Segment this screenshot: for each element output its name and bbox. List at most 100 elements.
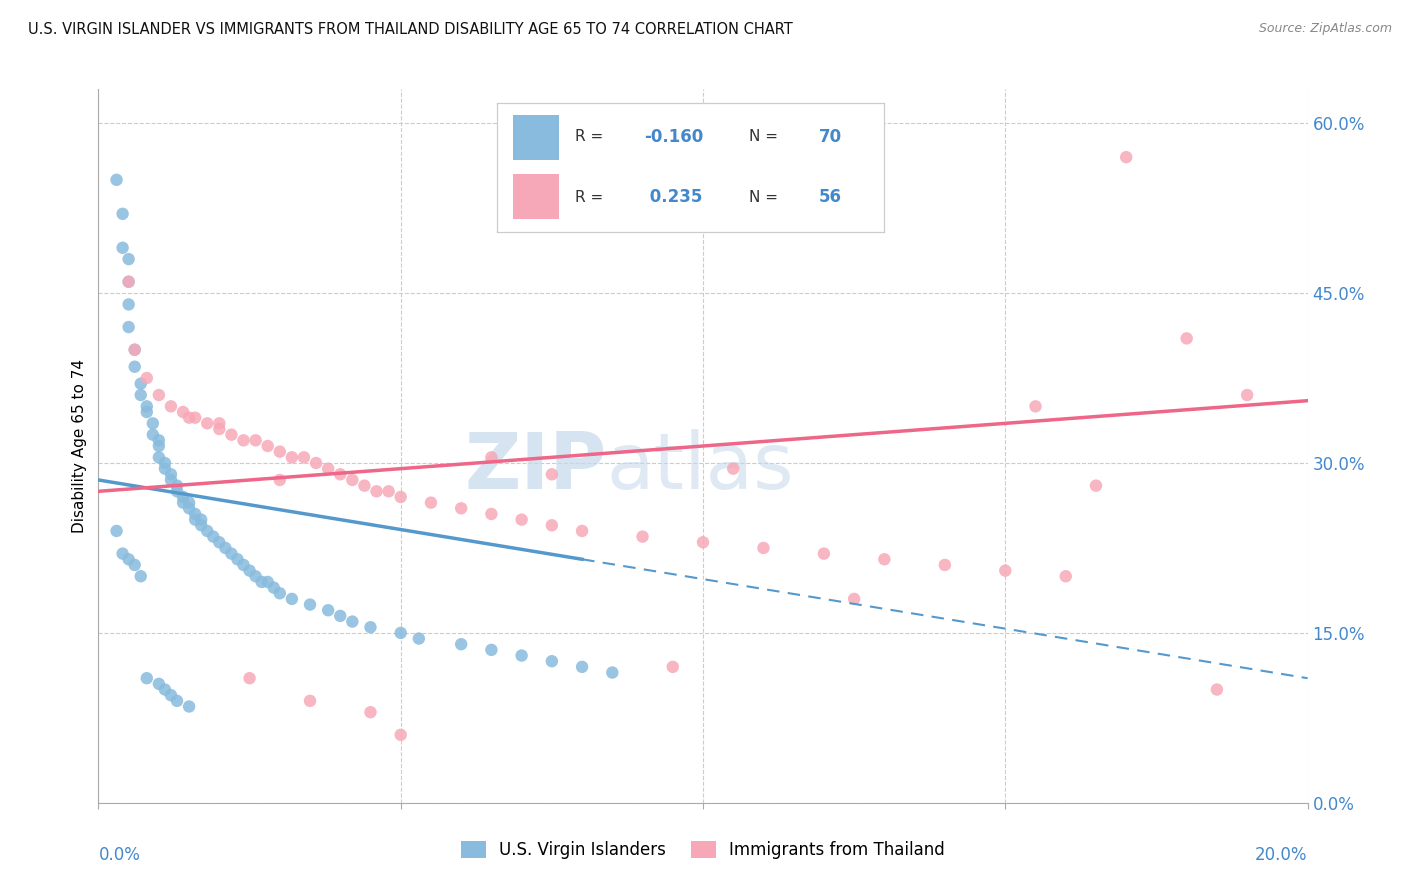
Point [190, 513, 212, 527]
Point [994, 564, 1017, 578]
Point [129, 388, 152, 402]
Point [111, 547, 134, 561]
Point [1206, 682, 1229, 697]
Point [153, 456, 176, 470]
Point [190, 518, 212, 533]
Point [111, 207, 134, 221]
Point [299, 598, 322, 612]
Point [316, 461, 339, 475]
Point [571, 524, 593, 538]
Point [202, 530, 225, 544]
Point [360, 620, 382, 634]
Point [142, 427, 165, 442]
Point [281, 450, 304, 465]
Point [631, 530, 654, 544]
Point [129, 569, 152, 583]
Point [124, 343, 146, 357]
Point [1054, 569, 1077, 583]
Point [221, 547, 243, 561]
Point [250, 574, 273, 589]
Point [245, 569, 267, 583]
Point [135, 671, 157, 685]
Point [160, 473, 183, 487]
Point [214, 541, 236, 555]
Point [510, 648, 533, 663]
Point [160, 467, 183, 482]
Point [232, 434, 254, 448]
Point [256, 439, 278, 453]
Point [148, 434, 170, 448]
Legend: U.S. Virgin Islanders, Immigrants from Thailand: U.S. Virgin Islanders, Immigrants from T… [454, 834, 952, 866]
Point [1175, 331, 1198, 345]
Point [342, 615, 364, 629]
Point [184, 513, 207, 527]
Point [148, 439, 170, 453]
Point [752, 541, 775, 555]
Point [305, 456, 328, 470]
Point [226, 552, 249, 566]
Point [124, 558, 146, 572]
Point [118, 320, 141, 334]
Point [179, 495, 201, 509]
Point [135, 400, 157, 414]
Point [105, 524, 128, 538]
Point [124, 343, 146, 357]
Point [541, 654, 564, 668]
Point [124, 359, 146, 374]
Point [481, 507, 503, 521]
Point [541, 518, 564, 533]
Point [195, 417, 218, 431]
Point [184, 507, 207, 521]
Text: atlas: atlas [606, 429, 794, 506]
Point [813, 547, 835, 561]
Point [208, 417, 231, 431]
Text: 0.0%: 0.0% [98, 846, 141, 863]
Point [377, 484, 399, 499]
Point [873, 552, 896, 566]
Point [148, 388, 170, 402]
Point [1236, 388, 1258, 402]
Point [118, 275, 141, 289]
Point [844, 591, 866, 606]
Point [160, 688, 183, 702]
Point [208, 422, 231, 436]
Point [420, 495, 443, 509]
Point [166, 694, 188, 708]
Text: Source: ZipAtlas.com: Source: ZipAtlas.com [1258, 22, 1392, 36]
Point [481, 450, 503, 465]
Point [172, 490, 194, 504]
Point [408, 632, 430, 646]
Point [1024, 400, 1046, 414]
Text: 20.0%: 20.0% [1256, 846, 1308, 863]
Point [510, 513, 533, 527]
Point [232, 558, 254, 572]
Point [118, 297, 141, 311]
Point [450, 501, 472, 516]
Point [366, 484, 388, 499]
Point [353, 478, 375, 492]
Point [172, 405, 194, 419]
Point [208, 535, 231, 549]
Point [360, 705, 382, 719]
Point [221, 427, 243, 442]
Point [329, 608, 352, 623]
Point [179, 699, 201, 714]
Point [245, 434, 267, 448]
Point [389, 728, 412, 742]
Point [450, 637, 472, 651]
Point [329, 467, 352, 482]
Point [239, 564, 262, 578]
Point [342, 473, 364, 487]
Point [118, 552, 141, 566]
Point [263, 581, 285, 595]
Point [662, 660, 685, 674]
Point [129, 376, 152, 391]
Point [1115, 150, 1137, 164]
Point [195, 524, 218, 538]
Point [135, 405, 157, 419]
Point [723, 461, 745, 475]
Point [481, 643, 503, 657]
Point [269, 444, 291, 458]
Point [389, 626, 412, 640]
Point [160, 400, 183, 414]
